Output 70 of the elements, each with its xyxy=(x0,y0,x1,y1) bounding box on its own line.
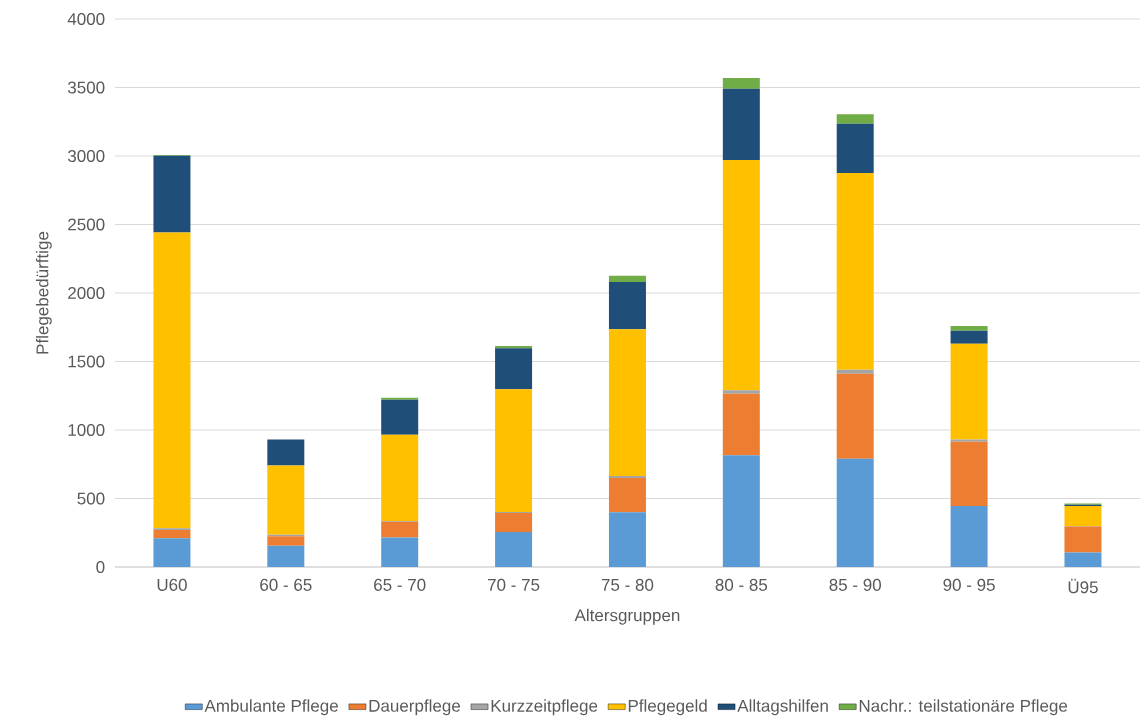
legend-label: Alltagshilfen xyxy=(737,699,828,716)
y-tick-label: 500 xyxy=(77,492,105,505)
legend-label: Ambulante Pflege xyxy=(204,699,338,716)
x-tick-label: U60 xyxy=(157,578,187,591)
x-tick-label: 75 - 80 xyxy=(601,578,654,591)
x-tick-label: 65 - 70 xyxy=(374,578,426,591)
bar xyxy=(381,537,419,567)
x-tick-label: Ü95 xyxy=(1068,578,1098,594)
bar xyxy=(950,325,988,331)
bar xyxy=(495,348,533,390)
bar xyxy=(381,434,419,522)
bar xyxy=(950,506,988,567)
bar xyxy=(722,390,760,394)
y-tick-label: 1500 xyxy=(68,355,105,368)
x-axis-title: Altersgruppen xyxy=(574,608,680,625)
bar xyxy=(1064,526,1102,553)
y-tick-label: 3500 xyxy=(67,81,105,94)
bar xyxy=(722,455,760,567)
bar xyxy=(153,538,191,567)
x-tick-label: 80 - 85 xyxy=(715,578,768,591)
bar xyxy=(1064,506,1102,526)
bar xyxy=(836,114,874,124)
bar xyxy=(836,369,874,374)
bar xyxy=(722,393,760,456)
bar xyxy=(381,521,419,538)
bar xyxy=(722,160,760,391)
bar xyxy=(722,77,760,89)
x-tick-label: 90 - 95 xyxy=(943,578,995,591)
bar xyxy=(836,373,874,459)
bar xyxy=(608,329,646,476)
x-tick-label: 60 - 65 xyxy=(260,578,312,591)
bar xyxy=(950,343,988,440)
bar xyxy=(950,441,988,507)
bar xyxy=(722,88,760,161)
x-tick-label: 85 - 90 xyxy=(829,578,881,591)
bar xyxy=(153,155,191,233)
bar xyxy=(153,232,191,529)
x-tick-label: 70 - 75 xyxy=(487,578,540,591)
bar xyxy=(836,173,874,370)
bar xyxy=(608,282,646,330)
bar xyxy=(950,330,988,344)
bar xyxy=(608,477,646,513)
bar xyxy=(836,123,874,174)
bar xyxy=(267,439,305,466)
bar xyxy=(608,512,646,567)
bar xyxy=(608,475,646,478)
legend-label: Nachr.: teilstationäre Pflege xyxy=(859,699,1068,716)
bar xyxy=(836,458,874,567)
y-tick-label: 0 xyxy=(96,560,105,574)
bar xyxy=(950,439,988,442)
y-axis-title: Pflegebedürftige xyxy=(35,231,52,354)
y-tick-label: 2000 xyxy=(68,286,105,300)
y-tick-label: 4000 xyxy=(67,12,105,26)
bar xyxy=(267,545,305,567)
y-tick-label: 3000 xyxy=(67,149,105,163)
bar xyxy=(495,512,533,533)
bar xyxy=(1064,552,1102,567)
bar xyxy=(153,530,191,539)
legend-label: Dauerpflege xyxy=(369,699,461,716)
bar xyxy=(381,399,419,435)
legend-label: Pflegegeld xyxy=(628,699,707,716)
legend-label: Kurzzeitpflege xyxy=(491,699,598,716)
y-tick-label: 2500 xyxy=(68,218,105,231)
bar xyxy=(495,389,533,512)
bar xyxy=(267,536,305,546)
bar xyxy=(267,465,305,535)
bar xyxy=(381,397,419,400)
bar xyxy=(608,275,646,283)
y-tick-label: 1000 xyxy=(68,423,105,437)
bar xyxy=(495,532,533,567)
